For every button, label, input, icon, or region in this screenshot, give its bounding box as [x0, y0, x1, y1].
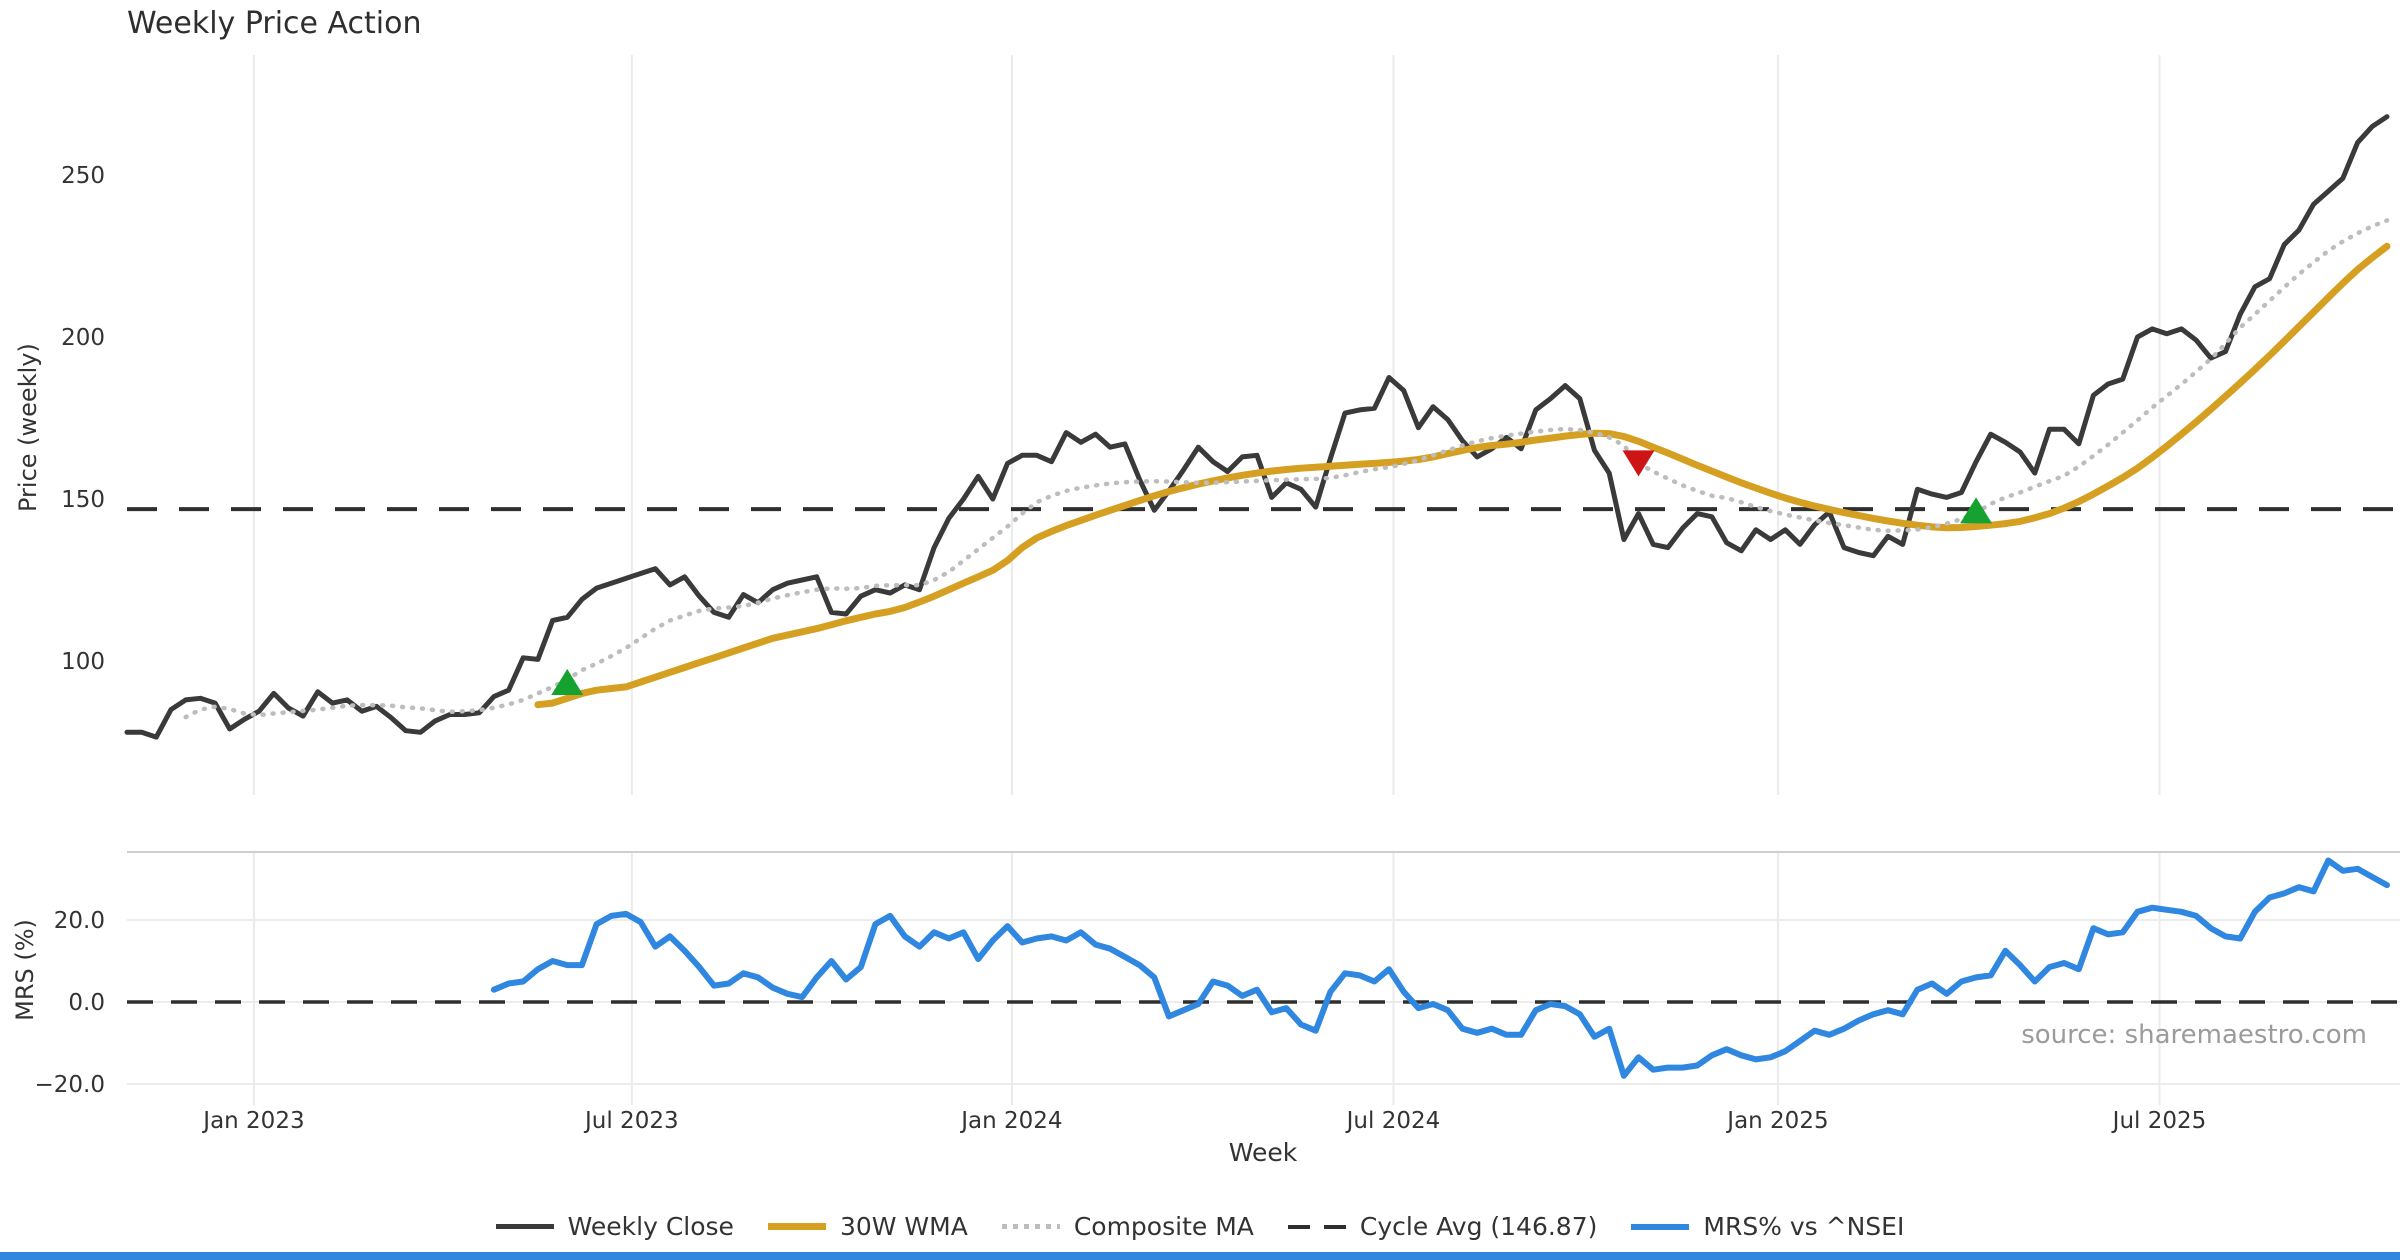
30w-wma-line — [534, 242, 2391, 709]
mrs-vs-nsei-line — [490, 857, 2390, 1079]
mrs-ytick-label: −20.0 — [35, 1072, 105, 1098]
sell-marker-icon — [1622, 450, 1655, 477]
x-tick-label: Jan 2023 — [201, 1108, 304, 1134]
legend-label: Weekly Close — [567, 1212, 734, 1241]
price-ytick-label: 150 — [61, 487, 105, 513]
buy-marker-icon — [551, 669, 584, 696]
weekly-close-swatch-icon — [495, 1224, 554, 1229]
x-tick-label: Jul 2023 — [583, 1108, 679, 1134]
price-ytick-label: 250 — [61, 163, 105, 189]
legend-label: 30W WMA — [839, 1212, 968, 1241]
legend-item-30w-wma: 30W WMA — [767, 1212, 968, 1241]
composite-ma-line — [183, 218, 2390, 720]
legend-item-weekly-close: Weekly Close — [495, 1212, 734, 1241]
mrs-swatch-icon — [1631, 1223, 1690, 1230]
price-ytick-label: 200 — [61, 325, 105, 351]
buy-marker-icon — [1960, 497, 1993, 524]
cycle-avg-swatch-icon — [1287, 1224, 1346, 1229]
legend-label: MRS% vs ^NSEI — [1703, 1212, 1905, 1241]
legend: Weekly Close 30W WMA Composite MA Cycle … — [0, 1212, 2400, 1241]
wma-swatch-icon — [767, 1223, 826, 1230]
legend-item-composite-ma: Composite MA — [1001, 1212, 1254, 1241]
mrs-ytick-label: 0.0 — [68, 990, 105, 1016]
bottom-accent-bar — [0, 1252, 2400, 1260]
legend-label: Composite MA — [1073, 1212, 1254, 1241]
price-ytick-label: 100 — [61, 649, 105, 675]
x-tick-label: Jan 2024 — [959, 1108, 1062, 1134]
weekly-close-line — [124, 114, 2390, 740]
composite-ma-swatch-icon — [1001, 1224, 1060, 1229]
chart-title: Weekly Price Action — [127, 6, 422, 41]
mrs-ytick-label: 20.0 — [54, 908, 105, 934]
x-axis-label: Week — [1228, 1138, 1298, 1167]
source-note: source: sharemaestro.com — [2021, 1020, 2367, 1050]
x-tick-label: Jan 2025 — [1725, 1108, 1828, 1134]
legend-label: Cycle Avg (146.87) — [1359, 1212, 1598, 1241]
x-tick-label: Jul 2024 — [1345, 1108, 1441, 1134]
x-tick-label: Jul 2025 — [2111, 1108, 2207, 1134]
legend-item-cycle-avg: Cycle Avg (146.87) — [1287, 1212, 1598, 1241]
legend-item-mrs: MRS% vs ^NSEI — [1631, 1212, 1904, 1241]
